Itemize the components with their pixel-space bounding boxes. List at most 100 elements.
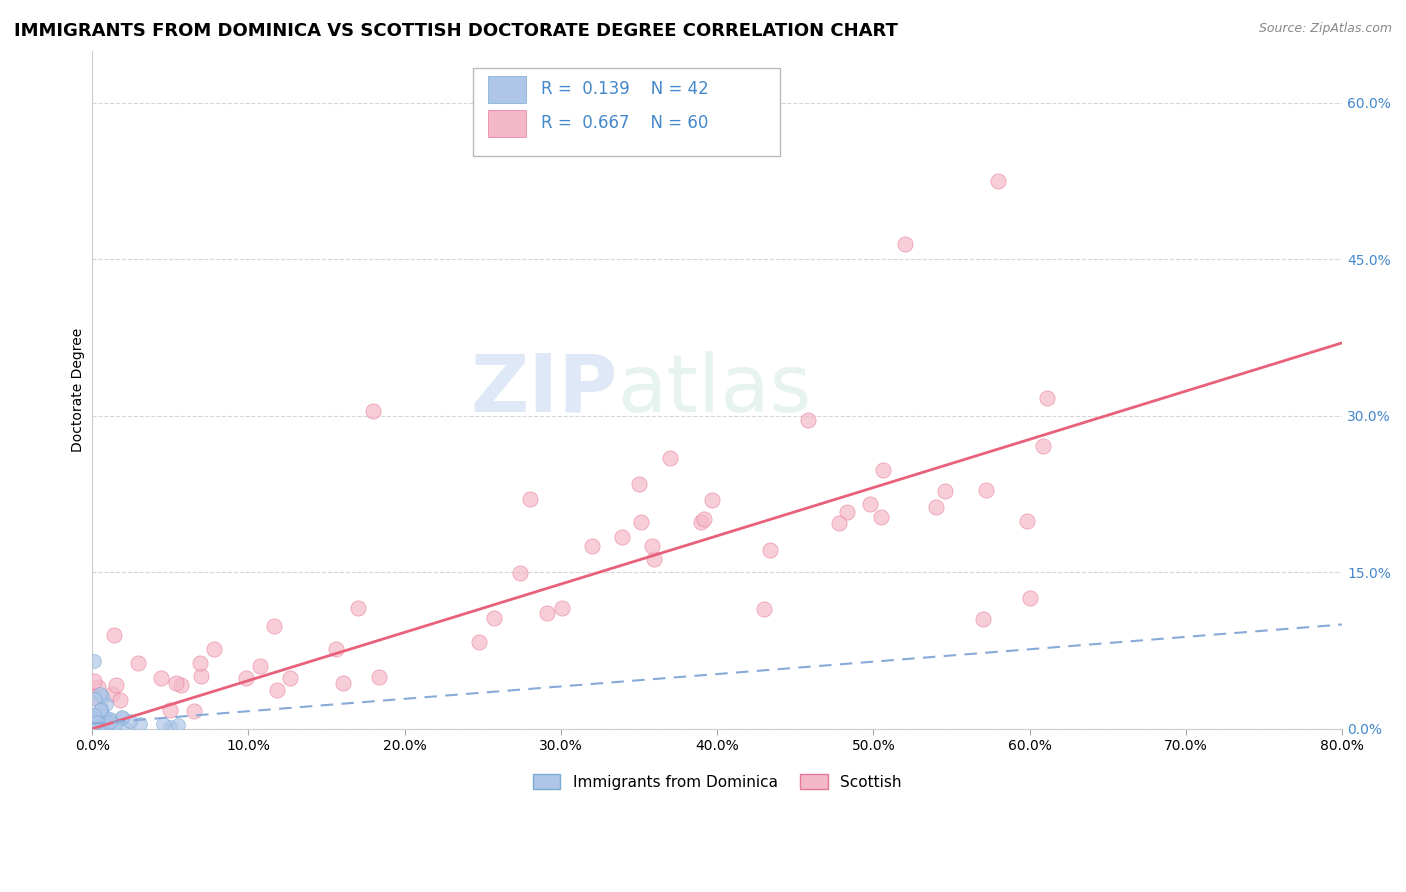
Point bbox=[87, 681, 110, 695]
Point bbox=[91, 690, 114, 704]
Point bbox=[84, 691, 107, 706]
Point bbox=[96, 697, 118, 711]
Point bbox=[100, 715, 122, 730]
Point bbox=[90, 711, 112, 725]
Point bbox=[924, 500, 946, 515]
Point bbox=[101, 687, 124, 701]
Point bbox=[1036, 391, 1059, 405]
Point bbox=[90, 716, 112, 731]
Point bbox=[90, 718, 112, 732]
Point bbox=[188, 657, 211, 671]
Point bbox=[149, 672, 172, 686]
Point bbox=[1018, 591, 1040, 606]
Point bbox=[83, 690, 105, 705]
Point bbox=[82, 721, 104, 735]
Point bbox=[100, 713, 122, 727]
Point bbox=[204, 641, 226, 656]
Point bbox=[90, 702, 112, 716]
Point bbox=[363, 403, 385, 417]
Point bbox=[551, 600, 574, 615]
Point bbox=[86, 716, 108, 731]
Point bbox=[643, 552, 665, 566]
Text: ZIP: ZIP bbox=[470, 351, 617, 429]
Point bbox=[872, 463, 894, 477]
Point bbox=[87, 707, 110, 722]
Point bbox=[332, 676, 354, 690]
Point bbox=[111, 711, 134, 725]
Point bbox=[86, 714, 108, 729]
Point bbox=[114, 722, 136, 736]
Point bbox=[700, 493, 723, 508]
Point bbox=[104, 678, 127, 692]
Point bbox=[509, 566, 531, 580]
Point bbox=[974, 483, 997, 497]
Point bbox=[752, 602, 775, 616]
Text: R =  0.667    N = 60: R = 0.667 N = 60 bbox=[541, 114, 709, 132]
Point bbox=[127, 656, 149, 670]
Point bbox=[235, 671, 257, 685]
Point bbox=[325, 641, 347, 656]
Point bbox=[84, 708, 107, 723]
Legend: Immigrants from Dominica, Scottish: Immigrants from Dominica, Scottish bbox=[527, 767, 908, 796]
Point bbox=[1032, 439, 1054, 453]
Point bbox=[89, 716, 111, 731]
Point bbox=[94, 719, 117, 733]
Point bbox=[536, 606, 558, 620]
Point bbox=[828, 516, 851, 530]
Point bbox=[987, 174, 1010, 188]
Point bbox=[1015, 514, 1038, 528]
Point bbox=[893, 236, 915, 251]
Point bbox=[467, 634, 489, 648]
Point bbox=[346, 601, 368, 615]
Point bbox=[249, 659, 271, 673]
Point bbox=[280, 671, 302, 685]
Point bbox=[693, 511, 716, 525]
Point bbox=[263, 619, 285, 633]
Point bbox=[519, 492, 541, 507]
Point bbox=[83, 673, 105, 688]
Point bbox=[934, 483, 956, 498]
Point bbox=[183, 704, 205, 718]
Point bbox=[167, 717, 190, 731]
Point bbox=[89, 703, 111, 717]
Point bbox=[170, 678, 193, 692]
Point bbox=[759, 543, 782, 558]
Point bbox=[152, 717, 174, 731]
Point bbox=[118, 714, 141, 728]
Point bbox=[869, 509, 891, 524]
Point bbox=[82, 716, 104, 731]
Point bbox=[128, 717, 150, 731]
Point bbox=[90, 717, 112, 731]
Point bbox=[159, 703, 181, 717]
Point bbox=[859, 497, 882, 511]
Point bbox=[659, 450, 682, 465]
Text: R =  0.139    N = 42: R = 0.139 N = 42 bbox=[541, 80, 709, 98]
Point bbox=[89, 687, 111, 701]
FancyBboxPatch shape bbox=[474, 68, 780, 156]
Point bbox=[630, 515, 652, 529]
Point bbox=[972, 612, 994, 626]
Point bbox=[98, 713, 121, 727]
Point bbox=[104, 718, 127, 732]
Point bbox=[190, 669, 212, 683]
Text: atlas: atlas bbox=[617, 351, 811, 429]
Point bbox=[84, 714, 107, 728]
Point bbox=[610, 530, 633, 544]
Point bbox=[83, 707, 105, 722]
Point bbox=[82, 715, 104, 730]
FancyBboxPatch shape bbox=[488, 110, 526, 136]
Point bbox=[165, 675, 187, 690]
Point bbox=[97, 715, 120, 730]
Point bbox=[641, 539, 664, 553]
FancyBboxPatch shape bbox=[488, 76, 526, 103]
Point bbox=[82, 718, 104, 732]
Point bbox=[796, 412, 818, 426]
Point bbox=[87, 720, 110, 734]
Text: IMMIGRANTS FROM DOMINICA VS SCOTTISH DOCTORATE DEGREE CORRELATION CHART: IMMIGRANTS FROM DOMINICA VS SCOTTISH DOC… bbox=[14, 22, 898, 40]
Point bbox=[368, 670, 391, 684]
Point bbox=[690, 515, 713, 529]
Point bbox=[110, 692, 132, 706]
Y-axis label: Doctorate Degree: Doctorate Degree bbox=[72, 327, 86, 452]
Point bbox=[837, 505, 859, 519]
Point bbox=[101, 720, 124, 734]
